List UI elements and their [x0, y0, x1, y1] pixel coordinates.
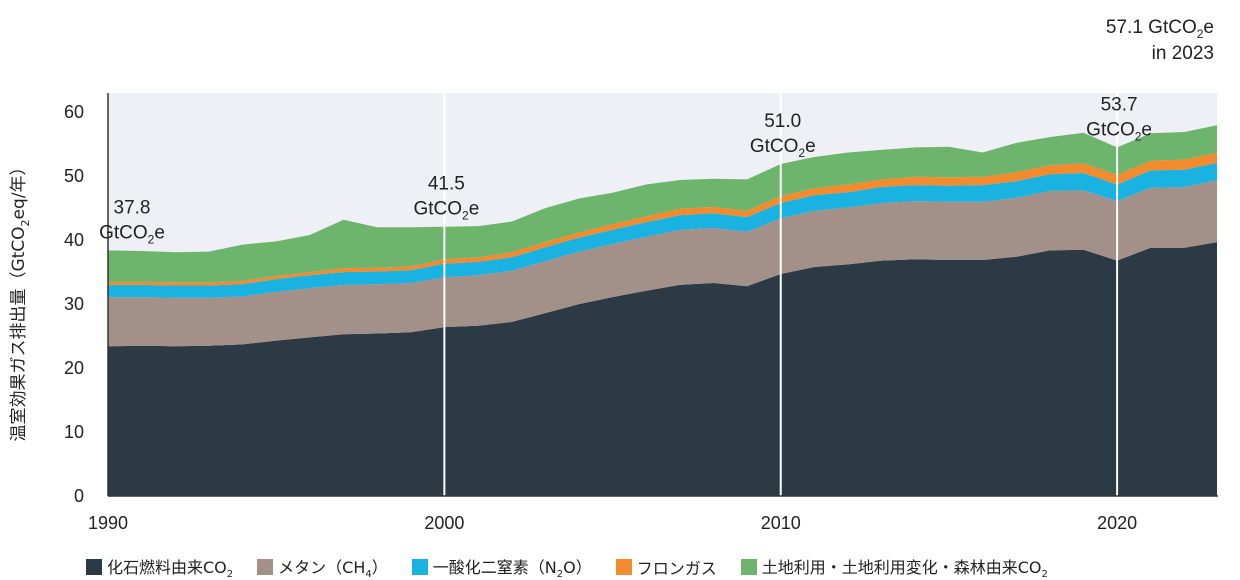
legend-item-5: 土地利用・土地利用変化・森林由来CO2: [740, 554, 1048, 580]
legend-swatch: [257, 559, 274, 575]
legend-label: メタン（CH4）: [278, 557, 388, 580]
y-axis-label: 温室効果ガス排出量（GtCO2eq/年）: [9, 158, 32, 441]
annotation-2020-unit: GtCO2e: [1086, 119, 1152, 143]
y-tick-label: 50: [64, 166, 84, 186]
area-series-5: [108, 125, 1218, 283]
annotation-2000-unit: GtCO2e: [413, 199, 479, 223]
legend-label: 土地利用・土地利用変化・森林由来CO2: [761, 557, 1048, 580]
y-tick-label: 60: [64, 102, 84, 122]
x-tick-label: 2020: [1097, 513, 1137, 533]
annotation-2000-value: 41.5: [428, 174, 465, 195]
y-tick-label: 20: [64, 358, 84, 378]
chart-legend: 化石燃料由来CO2 メタン（CH4） 一酸化二窒素（N2O） フロンガス 土地利用・土地…: [86, 554, 1072, 580]
y-tick-label: 30: [64, 294, 84, 314]
legend-label: 化石燃料由来CO2: [107, 557, 234, 580]
annotation-2023-year: in 2023: [1152, 43, 1214, 64]
y-tick-label: 0: [74, 486, 84, 506]
area-series-3: [108, 162, 1218, 298]
area-series-1: [108, 242, 1218, 496]
legend-item-3: 一酸化二窒素（N2O）: [411, 554, 592, 580]
annotation-2020-value: 53.7: [1101, 94, 1138, 115]
annotation-2010-value: 51.0: [764, 111, 801, 132]
legend-item-1: 化石燃料由来CO2: [86, 554, 233, 580]
annotation-1990-unit: GtCO2e: [99, 222, 165, 246]
legend-item-4: フロンガス: [615, 555, 717, 579]
legend-swatch: [86, 559, 102, 575]
x-tick-label: 2000: [424, 513, 464, 533]
emissions-chart: 0 10 20 30 40 50 60 1990 2000 2010 2020 温室効果ガス排出量（G…: [9, 17, 1219, 533]
legend-swatch: [740, 559, 757, 575]
legend-swatch: [411, 559, 428, 575]
annotation-2023-value: 57.1 GtCO2e: [1106, 17, 1214, 41]
y-tick-label: 10: [64, 422, 84, 442]
annotation-2010-unit: GtCO2e: [750, 136, 816, 160]
x-tick-label: 2010: [761, 513, 801, 533]
legend-swatch: [615, 559, 632, 575]
legend-label: 一酸化二窒素（N2O）: [432, 557, 592, 580]
legend-label: フロンガス: [636, 559, 717, 578]
y-tick-label: 40: [64, 230, 84, 250]
legend-item-2: メタン（CH4）: [257, 554, 388, 580]
annotation-1990-value: 37.8: [114, 197, 151, 218]
area-series-2: [108, 180, 1218, 347]
x-tick-label: 1990: [88, 513, 128, 533]
